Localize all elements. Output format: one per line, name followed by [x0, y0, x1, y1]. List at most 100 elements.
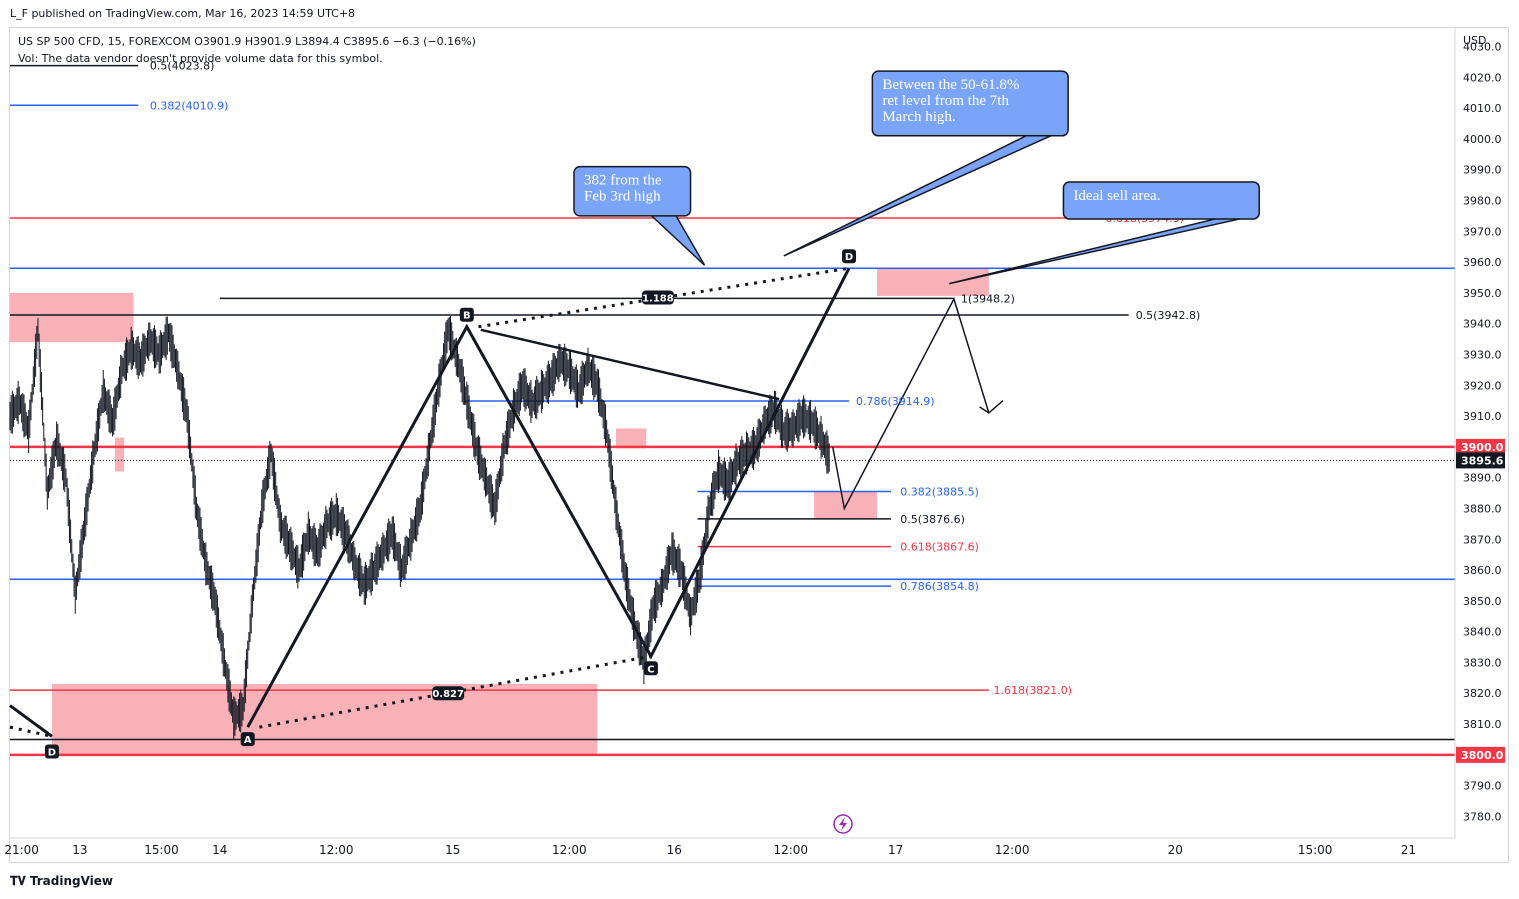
pattern-point-label: C — [647, 664, 654, 675]
y-tick-label: 4000.0 — [1463, 133, 1502, 146]
fib-level-label: 0.5(4023.8) — [150, 60, 215, 73]
prior-leg — [9, 704, 53, 738]
y-tick-label: 4010.0 — [1463, 102, 1502, 115]
callout-box — [573, 165, 692, 217]
x-tick-label: 14 — [212, 843, 227, 857]
callout-text-line: March high. — [882, 109, 955, 125]
forecast-arrowhead — [979, 400, 1004, 414]
y-tick-label: 3970.0 — [1463, 225, 1502, 238]
pattern-point-marker — [459, 307, 474, 322]
supply-demand-zone — [51, 684, 598, 755]
b-trendline — [480, 328, 780, 401]
brand-label: TradingView — [29, 874, 114, 888]
pattern-point-marker — [240, 732, 255, 747]
volume-note: Vol: The data vendor doesn't provide vol… — [18, 52, 383, 65]
y-tick-label: 3880.0 — [1463, 502, 1502, 515]
y-tick-label: 4020.0 — [1463, 71, 1502, 84]
callout-pointer — [783, 134, 1054, 257]
tradingview-logo-icon: 𝐓𝐕 — [10, 874, 30, 888]
y-tick-label: 3860.0 — [1463, 564, 1502, 577]
fib-level-label: 1(3948.2) — [961, 292, 1015, 305]
x-tick-label: 17 — [888, 843, 903, 857]
x-tick-label: 16 — [667, 843, 682, 857]
x-tick-label: 15:00 — [144, 843, 179, 857]
y-tick-label: 3830.0 — [1463, 656, 1502, 669]
fib-level-label: 0.786(3854.8) — [900, 580, 979, 593]
y-tick-label: 3950.0 — [1463, 287, 1502, 300]
y-tick-label: 3940.0 — [1463, 318, 1502, 331]
x-tick-label: 21 — [1401, 843, 1416, 857]
callout-text-line: Between the 50-61.8% — [882, 77, 1019, 93]
x-tick-label: 13 — [72, 843, 87, 857]
pattern-point-label: A — [244, 735, 252, 746]
y-tick-label: 3980.0 — [1463, 194, 1502, 207]
callout-text-line: Ideal sell area. — [1073, 188, 1160, 204]
fib-level-label: 1.618(3821.0) — [994, 684, 1073, 697]
ratio-badge-label: 1.188 — [642, 293, 674, 304]
fib-level-label: 0.5(3942.8) — [1136, 309, 1201, 322]
y-tick-label: 3910.0 — [1463, 410, 1502, 423]
fib-level-label: 0.5(3876.6) — [900, 513, 965, 526]
callout-box — [1062, 181, 1260, 220]
supply-demand-zone — [10, 292, 134, 343]
price-label-text: 3895.6 — [1461, 454, 1504, 467]
y-tick-label: 3870.0 — [1463, 533, 1502, 546]
pattern-point-label: D — [48, 747, 56, 758]
ratio-badge — [432, 686, 465, 701]
y-tick-label: 3790.0 — [1463, 780, 1502, 793]
pattern-point-marker — [842, 249, 857, 264]
x-tick-label: 12:00 — [552, 843, 587, 857]
x-tick-label: 12:00 — [995, 843, 1030, 857]
ratio-badge — [641, 290, 674, 305]
fib-level-label: 0.618(3867.6) — [900, 541, 979, 554]
price-label-box — [1456, 746, 1505, 763]
currency-label: USD — [1463, 34, 1487, 47]
callout-text-line: 382 from the — [584, 173, 662, 189]
pattern-point-label: D — [845, 252, 853, 263]
harmonic-pattern-legs — [246, 267, 851, 728]
fib-level-label: 0.786(3914.9) — [856, 395, 935, 408]
price-label-text: 3800.0 — [1461, 749, 1504, 762]
price-label-box — [1456, 438, 1505, 455]
y-tick-label: 3780.0 — [1463, 810, 1502, 823]
y-tick-label: 3850.0 — [1463, 595, 1502, 608]
callout-text-line: Feb 3rd high — [584, 189, 661, 205]
callout-box — [871, 70, 1069, 137]
fib-level-label: 0.382(3885.5) — [900, 486, 979, 499]
symbol-ohlc-line[interactable]: US SP 500 CFD, 15, FOREXCOM O3901.9 H390… — [18, 35, 476, 48]
y-tick-label: 3960.0 — [1463, 256, 1502, 269]
x-tick-label: 20 — [1168, 843, 1183, 857]
y-tick-label: 3810.0 — [1463, 718, 1502, 731]
price-label-text: 3900.0 — [1461, 441, 1504, 454]
y-tick-label: 3840.0 — [1463, 626, 1502, 639]
y-tick-label: 3890.0 — [1463, 472, 1502, 485]
supply-demand-zone — [615, 428, 647, 449]
forecast-path — [831, 297, 990, 511]
lightning-icon-bolt — [839, 817, 847, 831]
x-tick-label: 12:00 — [319, 843, 354, 857]
fib-level-label: 0.382(4010.9) — [150, 99, 229, 112]
callout-text-line: ret level from the 7th — [882, 93, 1009, 109]
price-label-box — [1456, 452, 1505, 469]
y-tick-label: 3930.0 — [1463, 348, 1502, 361]
y-tick-label: 3820.0 — [1463, 687, 1502, 700]
ratio-badge-label: 0.827 — [432, 689, 464, 700]
pattern-point-marker — [44, 744, 59, 759]
published-header: L_F published on TradingView.com, Mar 16… — [10, 7, 356, 20]
supply-demand-zone — [877, 268, 989, 296]
x-tick-label: 21:00 — [4, 843, 39, 857]
y-tick-label: 3920.0 — [1463, 379, 1502, 392]
supply-demand-zone — [114, 437, 125, 472]
tradingview-brand[interactable]: 𝐓𝐕 TradingView — [10, 874, 113, 889]
pattern-point-marker — [643, 661, 658, 676]
callout-pointer — [648, 214, 706, 266]
x-tick-label: 15:00 — [1298, 843, 1333, 857]
y-tick-label: 4030.0 — [1463, 40, 1502, 53]
x-tick-label: 12:00 — [773, 843, 808, 857]
y-tick-label: 3990.0 — [1463, 164, 1502, 177]
pattern-point-label: B — [463, 311, 471, 322]
x-tick-label: 15 — [445, 843, 460, 857]
chart-frame — [9, 27, 1509, 863]
callout-pointer — [949, 217, 1245, 285]
